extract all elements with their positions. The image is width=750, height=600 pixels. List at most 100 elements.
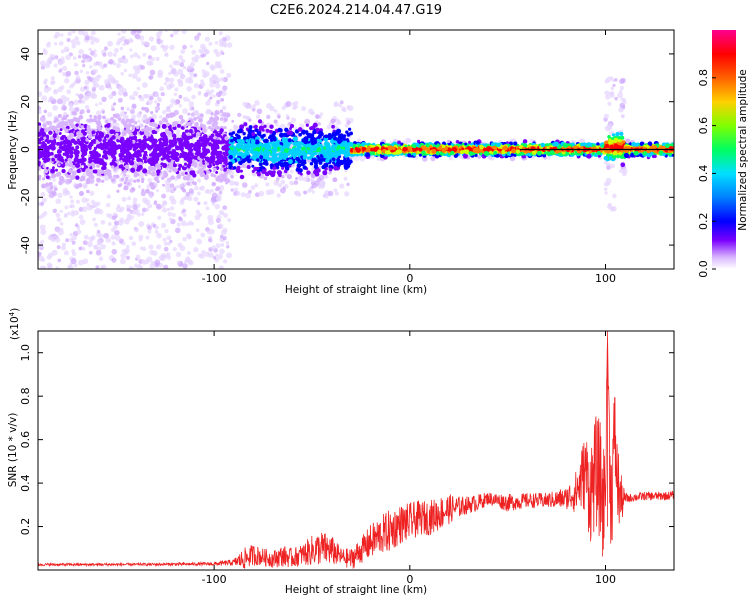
heatmap-cell [209, 116, 215, 122]
heatmap-cell [41, 149, 45, 154]
heatmap-cell [222, 167, 227, 172]
heatmap-cell [53, 187, 58, 192]
heatmap-cell [96, 241, 102, 247]
heatmap-cell [119, 46, 123, 51]
heatmap-cell [136, 30, 142, 34]
heatmap-cell [226, 245, 230, 249]
heatmap-cell [204, 70, 210, 77]
heatmap-cell [38, 160, 41, 166]
heatmap-cell [259, 155, 264, 160]
heatmap-cell [327, 153, 332, 158]
heatmap-cell [64, 162, 69, 166]
heatmap-cell [186, 176, 191, 181]
heatmap-cell [49, 136, 54, 141]
heatmap-cell [138, 172, 145, 179]
heatmap-cell [333, 103, 338, 108]
heatmap-cell [48, 181, 53, 186]
heatmap-cell [138, 234, 144, 240]
heatmap-cell [68, 204, 73, 209]
heatmap-cell [133, 179, 137, 183]
heatmap-cell [121, 196, 127, 202]
heatmap-cell [193, 246, 199, 253]
heatmap-cell [59, 222, 64, 226]
heatmap-cell [154, 200, 158, 204]
heatmap-cell [219, 109, 224, 113]
heatmap-cell [241, 182, 248, 188]
heatmap-cell [178, 163, 183, 168]
heatmap-cell [51, 141, 56, 147]
heatmap-cell [119, 136, 125, 142]
heatmap-cell [60, 94, 67, 101]
heatmap-cell [43, 157, 49, 163]
heatmap-cell [140, 190, 146, 197]
heatmap-cell [228, 170, 235, 176]
heatmap-cell [118, 153, 123, 158]
heatmap-cell [272, 137, 277, 142]
heatmap-cell [57, 153, 62, 158]
heatmap-cell [38, 131, 42, 137]
heatmap-cell [134, 227, 140, 233]
heatmap-cell [203, 92, 209, 98]
heatmap-cell [277, 161, 282, 165]
heatmap-cell [277, 114, 281, 119]
heatmap-cell [288, 130, 294, 136]
heatmap-cell [148, 244, 154, 250]
heatmap-cell [40, 229, 47, 235]
heatmap-cell [176, 260, 181, 265]
heatmap-cell [188, 78, 194, 84]
heatmap-cell [206, 61, 210, 66]
heatmap-cell [48, 130, 53, 135]
heatmap-cell [102, 52, 107, 57]
heatmap-cell [195, 228, 200, 233]
heatmap-cell [315, 127, 320, 132]
heatmap-cell [39, 224, 46, 231]
heatmap-cell [139, 246, 144, 250]
heatmap-cell [69, 122, 73, 126]
heatmap-cell [123, 181, 127, 185]
heatmap-cell [71, 251, 77, 257]
heatmap-cell [96, 229, 101, 234]
heatmap-cell [60, 33, 64, 37]
heatmap-cell [174, 227, 181, 234]
heatmap-cell [54, 234, 60, 240]
heatmap-cell [211, 245, 216, 250]
heatmap-cell [216, 153, 222, 159]
heatmap-cell [79, 219, 86, 225]
heatmap-cell [273, 119, 278, 124]
heatmap-cell [262, 139, 267, 143]
heatmap-cell [205, 162, 209, 166]
heatmap-cell [95, 250, 102, 256]
heatmap-cell [177, 68, 184, 75]
heatmap-cell [135, 125, 140, 130]
heatmap-cell [218, 41, 224, 47]
heatmap-cell [108, 58, 114, 65]
heatmap-cell [186, 251, 191, 256]
heatmap-cell [82, 206, 88, 212]
heatmap-cell [92, 165, 96, 169]
heatmap-cell [220, 97, 225, 102]
heatmap-cell [113, 162, 118, 167]
heatmap-cell [236, 168, 241, 174]
heatmap-cell [79, 111, 83, 115]
heatmap-cell [69, 154, 74, 159]
heatmap-cell [172, 137, 177, 142]
heatmap-cell [157, 215, 162, 220]
heatmap-cell [181, 126, 185, 130]
heatmap-cell [124, 219, 130, 225]
heatmap-cell [154, 123, 159, 128]
heatmap-cell [143, 135, 147, 140]
heatmap-cell [49, 185, 54, 190]
heatmap-cell [142, 197, 149, 204]
heatmap-cell [137, 164, 143, 170]
heatmap-cell [250, 185, 256, 190]
heatmap-cell [345, 130, 349, 134]
heatmap-cell [150, 111, 154, 115]
heatmap-cell [106, 194, 112, 199]
heatmap-cell [117, 32, 121, 36]
heatmap-cell [297, 150, 301, 154]
heatmap-cell [330, 140, 334, 144]
heatmap-cell [116, 63, 121, 68]
heatmap-cell [42, 119, 47, 125]
heatmap-cell [143, 160, 147, 163]
heatmap-cell [316, 138, 320, 142]
